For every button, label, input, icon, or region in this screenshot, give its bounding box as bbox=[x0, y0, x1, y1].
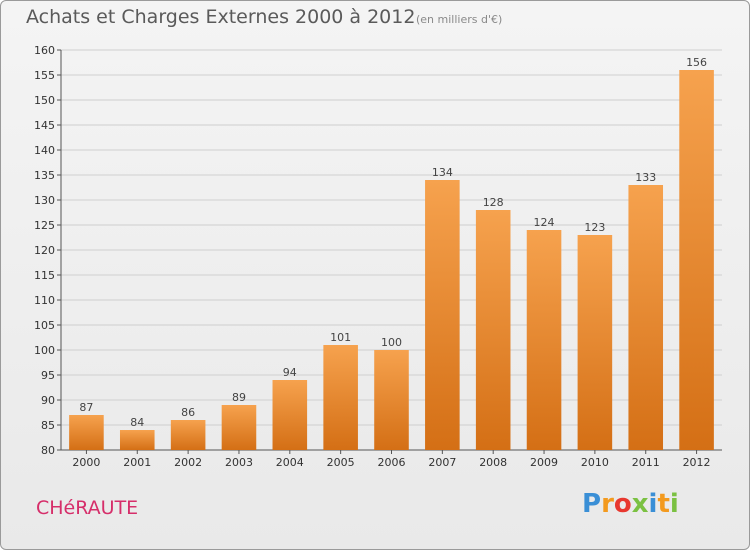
logo-letter: r bbox=[601, 489, 614, 519]
y-tick-label: 105 bbox=[34, 319, 55, 332]
y-tick-label: 115 bbox=[34, 269, 55, 282]
logo-letter: x bbox=[631, 489, 649, 519]
x-tick-label-2007: 2007 bbox=[428, 456, 456, 469]
logo-letter: i bbox=[669, 489, 679, 519]
y-tick-label: 155 bbox=[34, 69, 55, 82]
bar-2009 bbox=[526, 230, 562, 450]
bar-2012 bbox=[679, 70, 714, 450]
bar-2006 bbox=[374, 350, 409, 450]
y-tick-label: 160 bbox=[34, 44, 55, 57]
data-labels: 87 84 86 89 94 101 100 134 128 124 123 133 156 bbox=[79, 56, 707, 429]
y-tick-label: 140 bbox=[34, 144, 55, 157]
x-tick-label-2009: 2009 bbox=[530, 456, 558, 469]
data-label-2000: 87 bbox=[79, 401, 93, 414]
bar-2000 bbox=[69, 415, 104, 450]
y-tick-label: 120 bbox=[34, 244, 55, 257]
x-tick-label-2003: 2003 bbox=[225, 456, 253, 469]
data-label-2001: 84 bbox=[130, 416, 144, 429]
data-label-2011: 133 bbox=[635, 171, 656, 184]
y-tick-label: 145 bbox=[34, 119, 55, 132]
x-tick-label-2006: 2006 bbox=[378, 456, 406, 469]
bar-2004 bbox=[272, 380, 308, 450]
proxiti-logo: Proxiti bbox=[582, 489, 679, 519]
data-label-2004: 94 bbox=[283, 366, 297, 379]
data-label-2010: 123 bbox=[584, 221, 605, 234]
tick-labels: 80 85 90 95 100 105 110 115 120 125 130 135 140 145 15… bbox=[34, 44, 711, 469]
bar-2008 bbox=[475, 210, 511, 450]
data-label-2008: 128 bbox=[483, 196, 504, 209]
bar-2011 bbox=[628, 185, 664, 450]
bar-2010 bbox=[577, 235, 613, 450]
data-label-2003: 89 bbox=[232, 391, 246, 404]
logo-letter: o bbox=[613, 489, 632, 519]
logo-letter: i bbox=[648, 489, 658, 519]
bar-2002 bbox=[170, 420, 206, 450]
y-tick-label: 135 bbox=[34, 169, 55, 182]
bar-2007 bbox=[425, 180, 460, 450]
x-tick-label-2004: 2004 bbox=[276, 456, 304, 469]
logo-letter: P bbox=[582, 489, 602, 519]
data-label-2012: 156 bbox=[686, 56, 707, 69]
data-label-2002: 86 bbox=[181, 406, 195, 419]
x-tick-label-2011: 2011 bbox=[632, 456, 660, 469]
y-tick-label: 125 bbox=[34, 219, 55, 232]
y-tick-label: 110 bbox=[34, 294, 55, 307]
data-label-2005: 101 bbox=[330, 331, 351, 344]
bars bbox=[69, 70, 714, 450]
bar-2005 bbox=[323, 345, 358, 450]
data-label-2006: 100 bbox=[381, 336, 402, 349]
commune-name: CHéRAUTE bbox=[36, 497, 139, 519]
chart-title: Achats et Charges Externes 2000 à 2012 bbox=[26, 6, 416, 28]
y-tick-label: 90 bbox=[41, 394, 55, 407]
x-tick-label-2010: 2010 bbox=[581, 456, 609, 469]
y-tick-label: 95 bbox=[41, 369, 55, 382]
logo-letter: t bbox=[657, 489, 670, 519]
x-tick-label-2001: 2001 bbox=[123, 456, 151, 469]
x-tick-label-2012: 2012 bbox=[683, 456, 711, 469]
y-tick-label: 80 bbox=[41, 444, 55, 457]
y-tick-label: 150 bbox=[34, 94, 55, 107]
data-label-2009: 124 bbox=[534, 216, 555, 229]
bar-2001 bbox=[119, 430, 155, 450]
x-tick-label-2008: 2008 bbox=[479, 456, 507, 469]
bar-2003 bbox=[221, 405, 257, 450]
y-tick-label: 85 bbox=[41, 419, 55, 432]
y-tick-label: 130 bbox=[34, 194, 55, 207]
x-tick-label-2000: 2000 bbox=[72, 456, 100, 469]
chart-subtitle: (en milliers d'€) bbox=[416, 13, 503, 26]
data-label-2007: 134 bbox=[432, 166, 453, 179]
x-tick-label-2002: 2002 bbox=[174, 456, 202, 469]
y-tick-label: 100 bbox=[34, 344, 55, 357]
x-tick-label-2005: 2005 bbox=[327, 456, 355, 469]
